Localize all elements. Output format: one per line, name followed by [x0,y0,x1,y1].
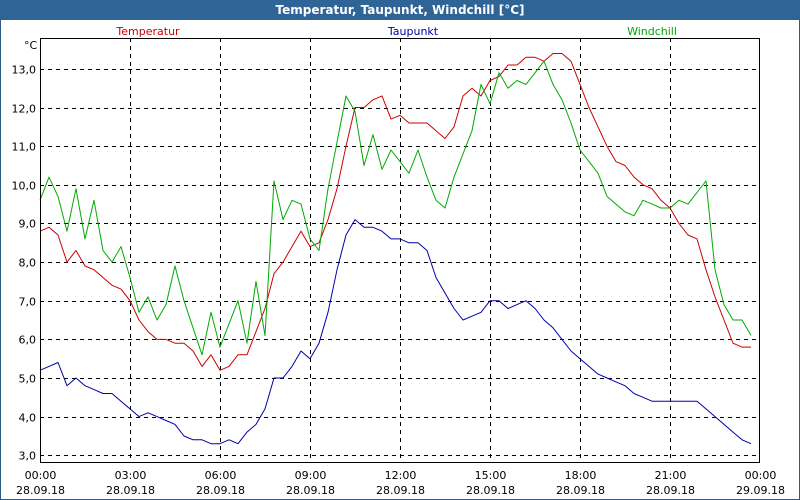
x-tick-time-label: 00:00 [745,469,777,482]
x-tick-date-label: 28.09.18 [16,484,65,497]
x-tick-time-label: 09:00 [295,469,327,482]
y-tick-label: 12,0 [12,103,37,116]
x-tick-time-label: 21:00 [655,469,687,482]
y-tick-label: 4,0 [19,412,37,425]
x-tick-date-label: 28.09.18 [196,484,245,497]
y-tick-label: 13,0 [12,64,37,77]
y-tick-label: 8,0 [19,257,37,270]
y-tick-label: 5,0 [19,373,37,386]
x-tick-date-label: 28.09.18 [466,484,515,497]
legend-entry-temperatur: Temperatur [115,25,180,38]
y-tick-label: 11,0 [12,141,37,154]
legend-entry-windchill: Windchill [627,25,677,38]
x-tick-date-label: 29.09.18 [736,484,785,497]
series-line-windchill [39,60,752,356]
series-line-taupunkt [39,219,752,445]
x-tick-time-label: 18:00 [565,469,597,482]
x-tick-time-label: 06:00 [205,469,237,482]
y-tick-label: 3,0 [19,450,37,463]
window-title: Temperatur, Taupunkt, Windchill [°C] [0,0,800,20]
series-line-temperatur [39,53,751,371]
x-tick-date-label: 28.09.18 [646,484,695,497]
x-tick-date-label: 28.09.18 [106,484,155,497]
y-tick-label: 10,0 [12,180,37,193]
x-tick-date-label: 28.09.18 [556,484,605,497]
y-tick-label: 7,0 [19,296,37,309]
chart-grid [40,38,760,463]
y-tick-label: 6,0 [19,334,37,347]
chart-series [39,53,752,445]
x-tick-time-label: 15:00 [475,469,507,482]
x-tick-time-label: 00:00 [25,469,57,482]
x-tick-time-label: 03:00 [115,469,147,482]
y-tick-label: 9,0 [19,218,37,231]
x-tick-time-label: 12:00 [385,469,417,482]
axis-tick-labels: 3,0 4,0 5,0 6,0 7,0 8,0 9,0 10,0 11,0 12,0 13,0 00:… [12,64,785,498]
x-tick-date-label: 28.09.18 [376,484,425,497]
legend: Temperatur Taupunkt Windchill [115,25,677,38]
legend-entry-taupunkt: Taupunkt [387,25,439,38]
x-tick-date-label: 28.09.18 [286,484,335,497]
plot-area-border [40,38,760,463]
y-axis-unit-label: °C [24,39,38,52]
